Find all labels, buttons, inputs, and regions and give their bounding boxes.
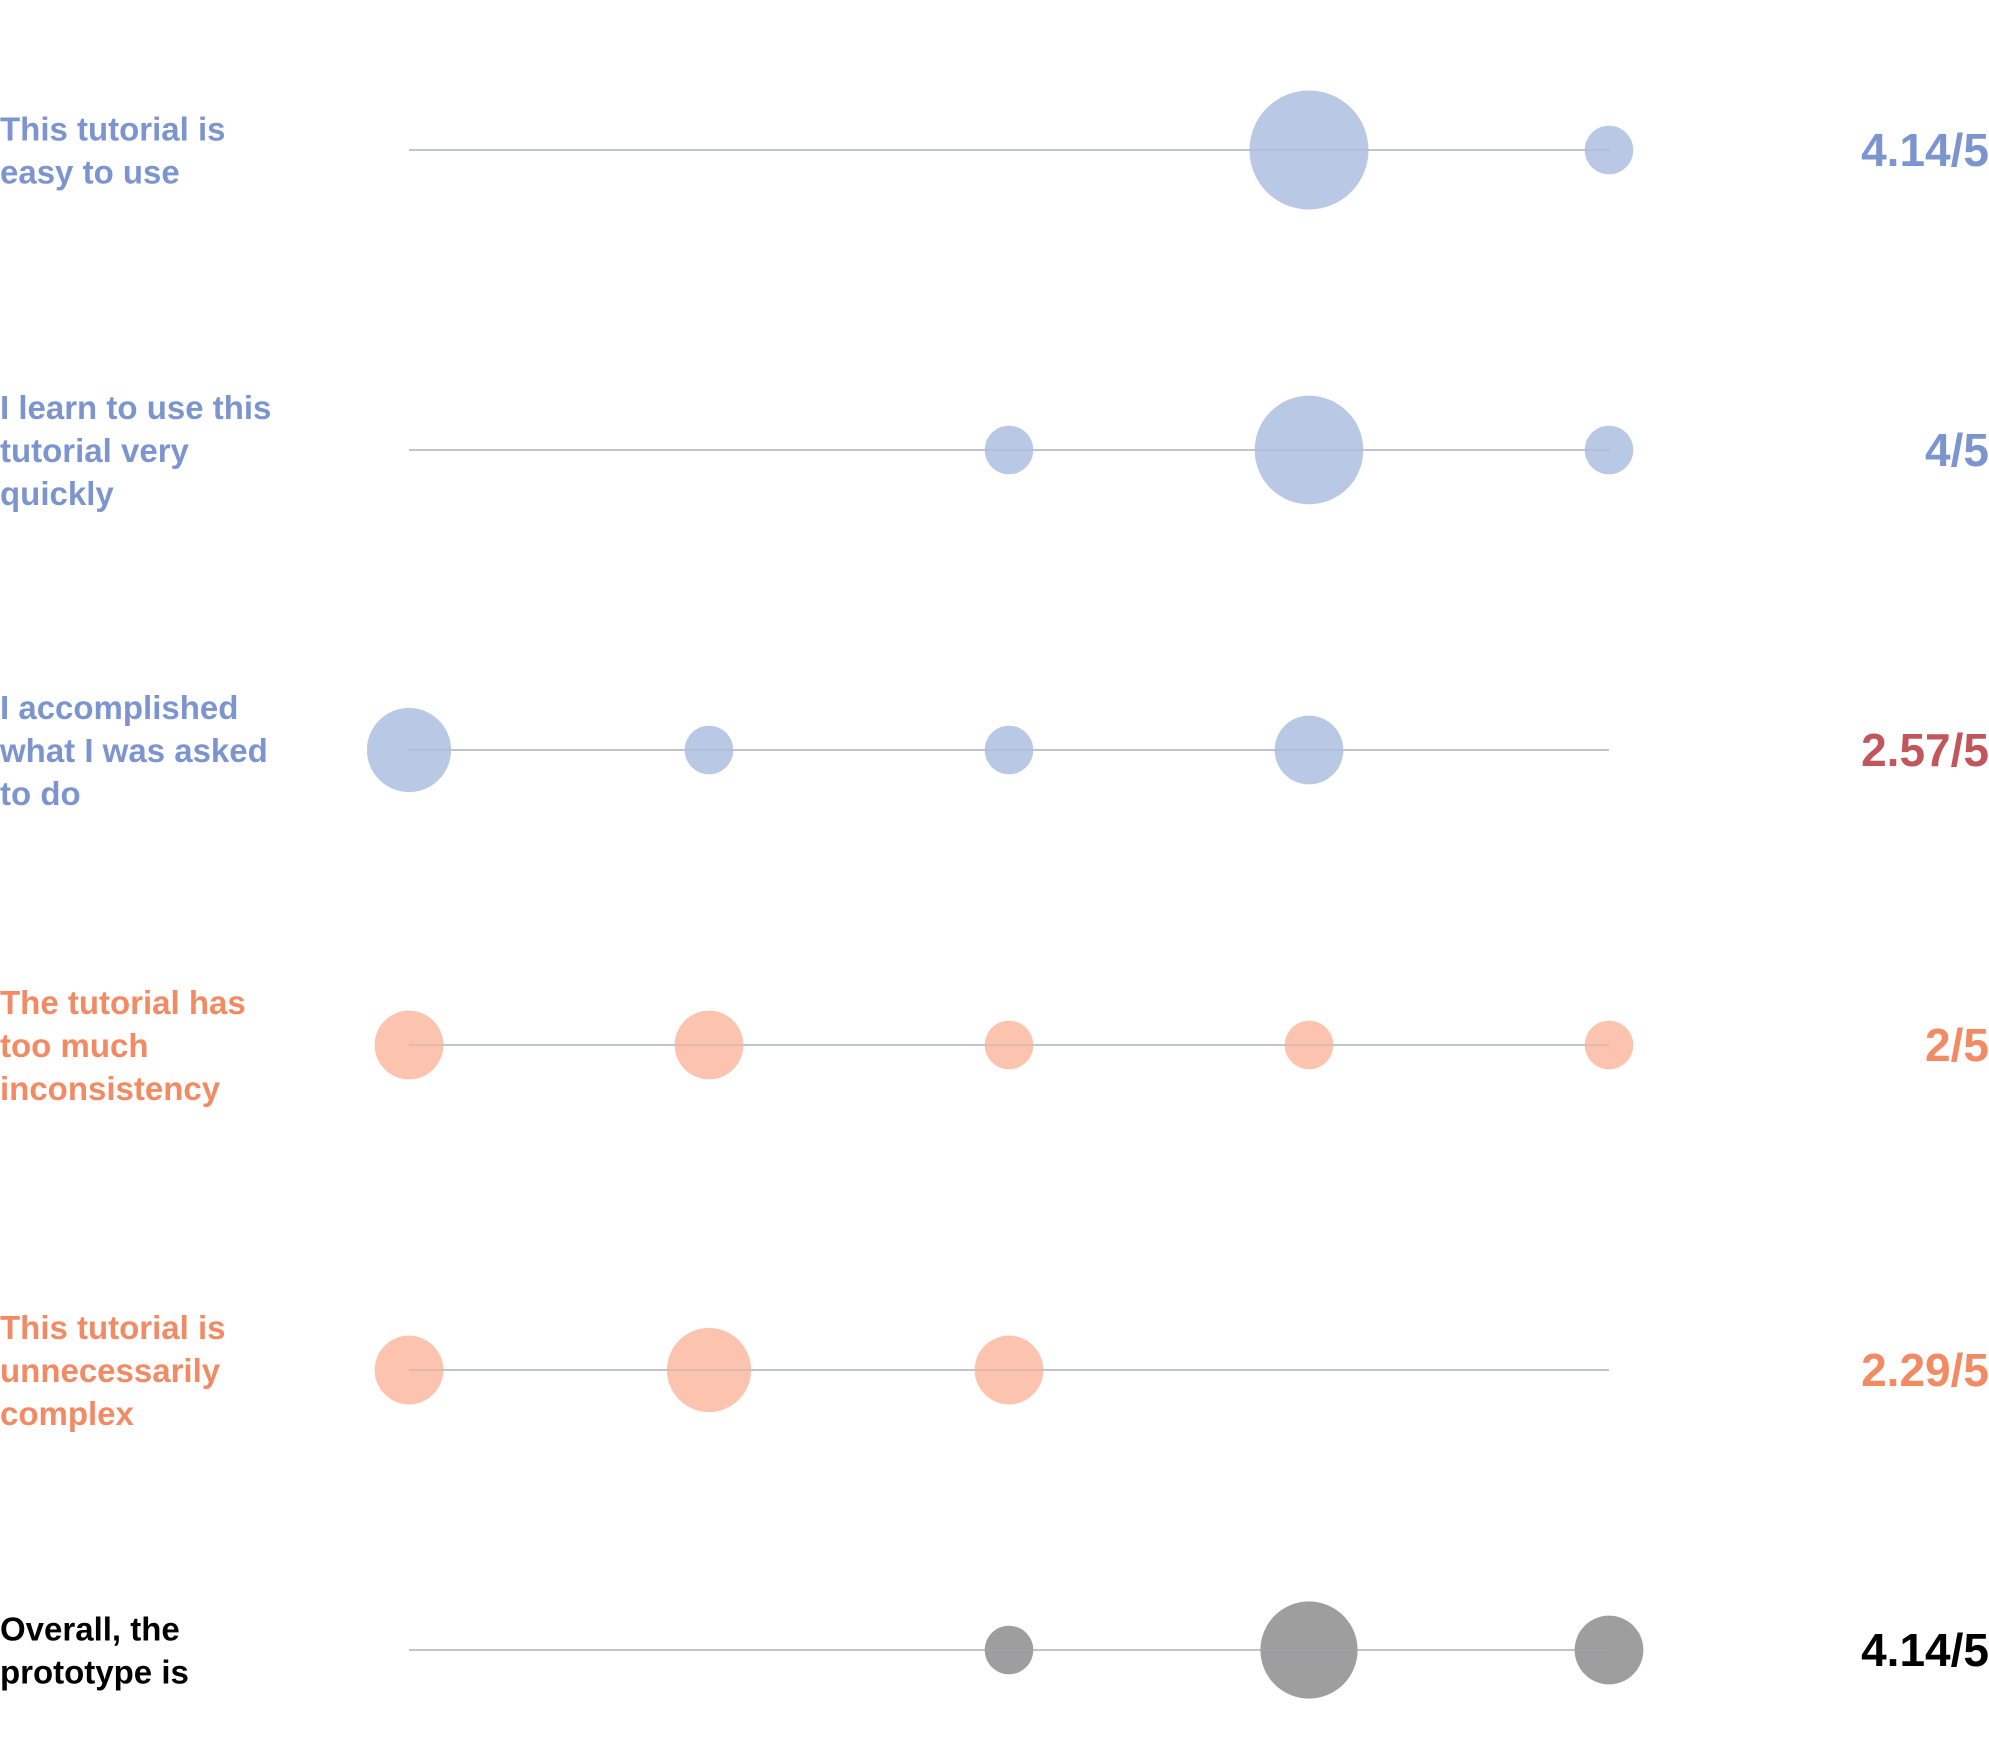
chart-row: This tutorial is unnecessarily complex 2.29…: [0, 1309, 1989, 1432]
row-label-line: I learn to use this: [0, 389, 271, 426]
row-label-line: tutorial very: [0, 432, 190, 469]
row-score: 2/5: [1925, 1019, 1989, 1071]
chart-row: This tutorial is easy to use 4.14/5: [0, 90, 1989, 210]
chart-row: The tutorial has too much inconsistency 2/5: [0, 984, 1989, 1107]
row-score: 4.14/5: [1861, 1624, 1989, 1676]
row-label-line: too much: [0, 1027, 148, 1064]
chart-row: I accomplished what I was asked to do 2.57/…: [0, 689, 1989, 812]
row-score: 4.14/5: [1861, 124, 1989, 176]
row-label-line: I accomplished: [0, 689, 238, 726]
row-label-line: Overall, the: [0, 1611, 180, 1648]
row-label-line: This tutorial is: [0, 1309, 226, 1346]
row-score: 2.29/5: [1861, 1344, 1989, 1396]
row-label-line: prototype is: [0, 1654, 189, 1691]
row-score: 4/5: [1925, 424, 1989, 476]
row-label-line: The tutorial has: [0, 984, 246, 1021]
row-label-line: easy to use: [0, 154, 180, 191]
row-label-line: quickly: [0, 475, 114, 512]
row-label-line: inconsistency: [0, 1070, 221, 1107]
row-label-line: complex: [0, 1395, 135, 1432]
row-label-line: to do: [0, 775, 81, 812]
chart-row: Overall, the prototype is 4.14/5: [0, 1601, 1989, 1699]
row-score: 2.57/5: [1861, 724, 1989, 776]
row-label-line: This tutorial is: [0, 111, 226, 148]
row-label-line: what I was asked: [0, 732, 268, 769]
row-label-line: unnecessarily: [0, 1352, 221, 1389]
chart-row: I learn to use this tutorial very quickly 4…: [0, 389, 1989, 512]
